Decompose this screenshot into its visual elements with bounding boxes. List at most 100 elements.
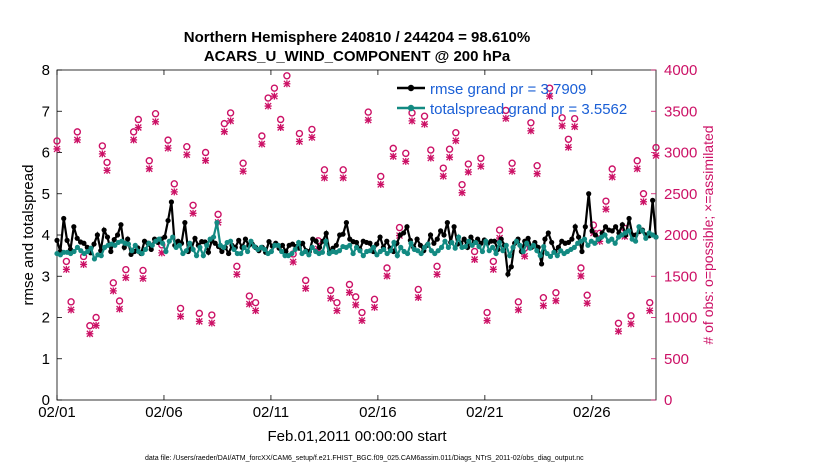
totalspread-point [381, 246, 387, 253]
rmse-point [219, 248, 225, 255]
obs-assimilated-marker [471, 256, 479, 263]
rmse-point [417, 242, 424, 248]
obs-assimilated-marker [577, 272, 585, 280]
totalspread-point [170, 234, 176, 240]
obs-possible-marker [129, 128, 138, 136]
rmse-point [74, 235, 80, 241]
rmse-point [242, 236, 249, 242]
totalspread-point [384, 250, 390, 257]
rmse-point [104, 234, 111, 240]
totalspread-point [541, 243, 547, 250]
totalspread-point [524, 240, 530, 246]
obs-possible-marker [383, 264, 391, 272]
obs-assimilated-marker [539, 302, 547, 310]
totalspread-point [544, 250, 550, 257]
rmse-point [316, 244, 323, 250]
obs-assimilated-marker [145, 165, 153, 173]
obs-assimilated-marker [521, 252, 529, 260]
totalspread-point [74, 244, 81, 250]
totalspread-point [241, 244, 247, 250]
totalspread-point [537, 253, 543, 259]
rmse-point [538, 261, 545, 267]
obs-possible-marker [276, 115, 285, 124]
totalspread-point [571, 244, 577, 250]
totalspread-point [125, 241, 132, 247]
left-axis: 0 1 2 3 4 5 6 7 8 [42, 62, 62, 409]
obs-assimilated-marker [477, 162, 485, 170]
obs-assimilated-marker [483, 317, 491, 325]
rmse-point [54, 237, 60, 243]
obs-assimilated-marker [289, 258, 297, 266]
totalspread-point [142, 246, 149, 253]
totalspread-point [159, 240, 166, 246]
obs-possible-marker [395, 223, 404, 232]
x-tick-label: 02/21 [466, 404, 504, 421]
y-right-tick-label: 1500 [664, 268, 697, 285]
obs-possible-marker [308, 125, 316, 134]
totalspread-point [500, 248, 506, 254]
obs-possible-marker [539, 294, 548, 302]
totalspread-point [636, 224, 642, 230]
rmse-point [427, 232, 434, 238]
obs-possible-marker [564, 135, 573, 144]
legend: rmse grand pr = 3.7909 totalspread grand… [397, 81, 627, 118]
totalspread-point [268, 248, 275, 255]
obs-possible-marker [170, 180, 178, 188]
obs-possible-marker [352, 293, 360, 301]
obs-assimilated-marker [339, 174, 347, 182]
totalspread-point [244, 248, 251, 255]
totalspread-point [466, 238, 472, 244]
obs-markers [53, 72, 660, 338]
obs-possible-marker [73, 128, 82, 136]
obs-possible-marker [345, 280, 354, 289]
obs-assimilated-marker [130, 136, 138, 144]
totalspread-point [187, 240, 193, 246]
obs-possible-marker [333, 298, 341, 307]
obs-assimilated-marker [546, 92, 554, 100]
totalspread-point [353, 244, 360, 250]
y-tick-label: 2 [42, 310, 50, 327]
totalspread-point [275, 242, 281, 248]
obs-possible-marker [301, 276, 310, 285]
x-axis: 02/01 02/06 02/11 02/16 02/21 02/26 [38, 70, 611, 421]
rmse-point [404, 224, 410, 230]
y-tick-label: 8 [42, 62, 50, 79]
obs-assimilated-marker [270, 92, 278, 100]
rmse-point [377, 234, 383, 240]
obs-possible-marker [139, 266, 147, 275]
obs-possible-marker [508, 159, 516, 167]
totalspread-point [350, 250, 356, 257]
totalspread-point [387, 248, 394, 254]
rmse-point [94, 232, 100, 238]
obs-assimilated-marker [377, 180, 385, 188]
obs-possible-marker [458, 180, 466, 189]
obs-assimilated-marker [239, 167, 247, 175]
totalspread-point [510, 244, 516, 250]
totalspread-point [129, 248, 135, 254]
obs-assimilated-marker [227, 117, 235, 125]
totalspread-point [227, 238, 234, 244]
totalspread-point [357, 248, 363, 254]
totalspread-point [503, 242, 509, 248]
totalspread-point [486, 248, 492, 254]
obs-assimilated-marker [552, 297, 560, 305]
legend-totalspread: totalspread grand pr = 3.5562 [430, 101, 627, 118]
plot-area [56, 69, 657, 401]
totalspread-point [204, 242, 210, 248]
obs-assimilated-marker [277, 124, 285, 131]
obs-assimilated-marker [489, 265, 497, 273]
obs-possible-marker [614, 319, 623, 327]
obs-assimilated-marker [383, 272, 391, 280]
chart-title: Northern Hemisphere 240810 / 244204 = 98… [184, 29, 530, 46]
totalspread-point [421, 244, 428, 250]
rmse-point [162, 234, 168, 240]
obs-assimilated-marker [345, 289, 353, 296]
totalspread-point [585, 242, 591, 248]
totalspread-point [132, 242, 138, 248]
totalspread-point [88, 245, 94, 251]
obs-assimilated-marker [92, 322, 100, 329]
obs-possible-marker [214, 210, 222, 219]
obs-possible-marker [264, 94, 272, 102]
rmse-point [576, 234, 582, 240]
obs-assimilated-marker [558, 122, 566, 130]
